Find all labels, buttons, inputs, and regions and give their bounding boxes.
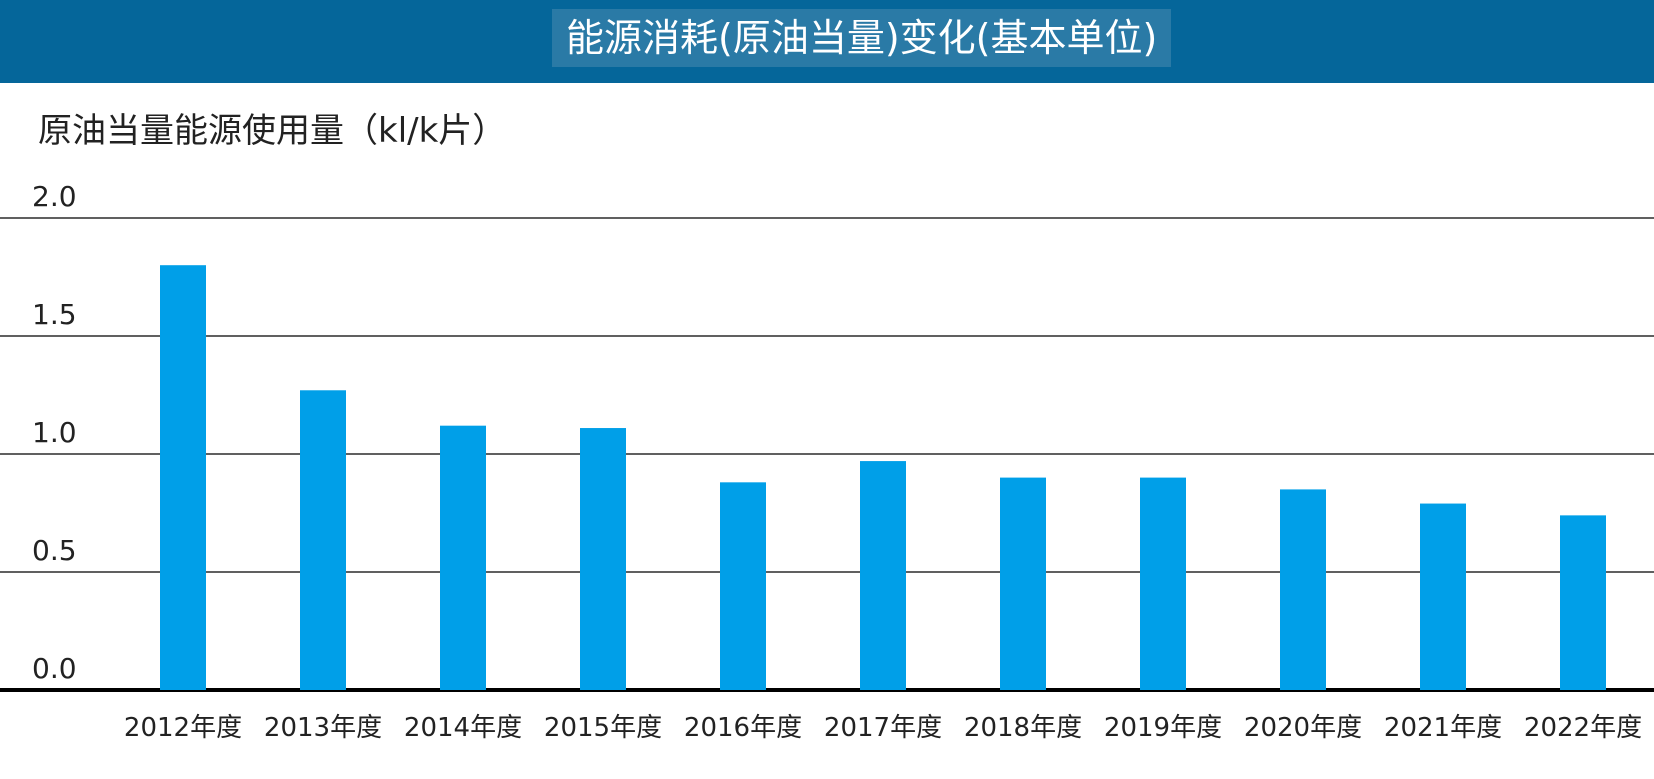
x-tick-label: 2014年度 <box>404 713 522 743</box>
y-tick-label: 1.5 <box>32 298 77 331</box>
header-bar: 能源消耗(原油当量)变化(基本单位) <box>0 0 1654 83</box>
x-tick-label: 2018年度 <box>964 713 1082 743</box>
y-tick-label: 0.0 <box>32 652 77 685</box>
bar <box>1140 477 1186 690</box>
y-tick-label: 0.5 <box>32 534 77 567</box>
bar <box>440 425 486 690</box>
x-tick-label: 2020年度 <box>1244 713 1362 743</box>
x-tick-label: 2017年度 <box>824 713 942 743</box>
bar <box>300 390 346 690</box>
x-tick-label: 2022年度 <box>1524 713 1642 743</box>
x-tick-label: 2019年度 <box>1104 713 1222 743</box>
y-axis-title: 原油当量能源使用量（kl/k片） <box>38 111 507 151</box>
bar <box>720 482 766 690</box>
x-tick-label: 2013年度 <box>264 713 382 743</box>
bar <box>160 265 206 690</box>
y-tick-label: 2.0 <box>32 180 77 213</box>
chart-title: 能源消耗(原油当量)变化(基本单位) <box>552 9 1172 67</box>
x-tick-label: 2015年度 <box>544 713 662 743</box>
bar <box>1280 489 1326 690</box>
x-tick-label: 2012年度 <box>124 713 242 743</box>
bar <box>580 428 626 690</box>
bar <box>1000 477 1046 690</box>
bar <box>1560 515 1606 690</box>
bar <box>1420 503 1466 690</box>
y-tick-label: 1.0 <box>32 416 77 449</box>
bar <box>860 461 906 690</box>
x-tick-label: 2016年度 <box>684 713 802 743</box>
x-tick-label: 2021年度 <box>1384 713 1502 743</box>
